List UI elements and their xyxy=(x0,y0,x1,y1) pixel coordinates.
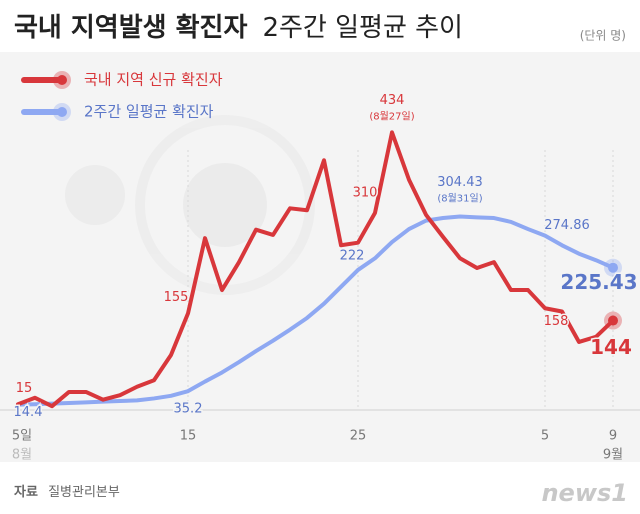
data-label: 155 xyxy=(164,290,189,305)
data-label: 158 xyxy=(544,314,569,329)
data-label: 144 xyxy=(590,335,632,359)
month-label: 9월 xyxy=(603,448,623,463)
data-label: 310 xyxy=(353,185,378,200)
logo: news1 xyxy=(541,479,628,507)
source-label: 자료 xyxy=(14,485,38,500)
data-label: 225.43 xyxy=(560,270,637,294)
end-marker xyxy=(608,315,618,326)
x-tick-label: 5 xyxy=(541,429,549,444)
source-text: 질병관리본부 xyxy=(48,485,120,500)
month-label: 8월 xyxy=(12,448,32,463)
legend-label: 2주간 일평균 확진자 xyxy=(84,103,214,121)
title-rest: 2주간 일평균 추이 xyxy=(262,13,463,43)
annotation: (8월27일) xyxy=(369,110,414,122)
legend-marker xyxy=(57,75,67,85)
data-label: 35.2 xyxy=(174,402,203,417)
source: 자료 질병관리본부 xyxy=(14,485,120,500)
chart-title: 국내 지역발생 확진자 2주간 일평균 추이 xyxy=(14,13,463,43)
data-label: 14.4 xyxy=(14,405,43,420)
annotation: (8월31일) xyxy=(437,192,482,204)
plot-panel xyxy=(0,52,640,462)
legend-label: 국내 지역 신규 확진자 xyxy=(84,71,223,89)
data-label: 15 xyxy=(16,381,33,396)
x-tick-label: 5일 xyxy=(12,429,32,444)
unit: (단위 명) xyxy=(580,29,626,43)
series-line xyxy=(16,214,615,407)
x-tick-label: 25 xyxy=(350,429,367,444)
x-tick-label: 15 xyxy=(180,429,197,444)
data-label: 274.86 xyxy=(544,218,590,233)
data-label: 222 xyxy=(340,248,365,263)
title-bold: 국내 지역발생 확진자 xyxy=(14,13,247,43)
x-tick-label: 9 xyxy=(609,429,617,444)
data-label: 304.43 xyxy=(437,175,483,190)
legend-marker xyxy=(57,107,67,117)
series-line xyxy=(16,130,615,409)
data-label: 434 xyxy=(380,93,405,108)
end-marker xyxy=(608,262,618,273)
